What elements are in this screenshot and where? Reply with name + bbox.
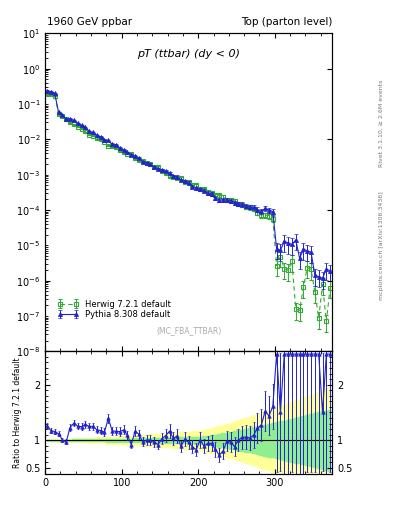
Text: mcplots.cern.ch [arXiv:1306.3436]: mcplots.cern.ch [arXiv:1306.3436] [379,191,384,300]
Text: pT (ttbar) (dy < 0): pT (ttbar) (dy < 0) [137,49,240,59]
Text: Top (parton level): Top (parton level) [241,16,332,27]
Y-axis label: Ratio to Herwig 7.2.1 default: Ratio to Herwig 7.2.1 default [13,357,22,468]
Text: Rivet 3.1.10, ≥ 2.6M events: Rivet 3.1.10, ≥ 2.6M events [379,79,384,166]
Text: 1960 GeV ppbar: 1960 GeV ppbar [47,16,132,27]
Legend: Herwig 7.2.1 default, Pythia 8.308 default: Herwig 7.2.1 default, Pythia 8.308 defau… [55,297,173,322]
Text: (MC_FBA_TTBAR): (MC_FBA_TTBAR) [156,326,221,335]
